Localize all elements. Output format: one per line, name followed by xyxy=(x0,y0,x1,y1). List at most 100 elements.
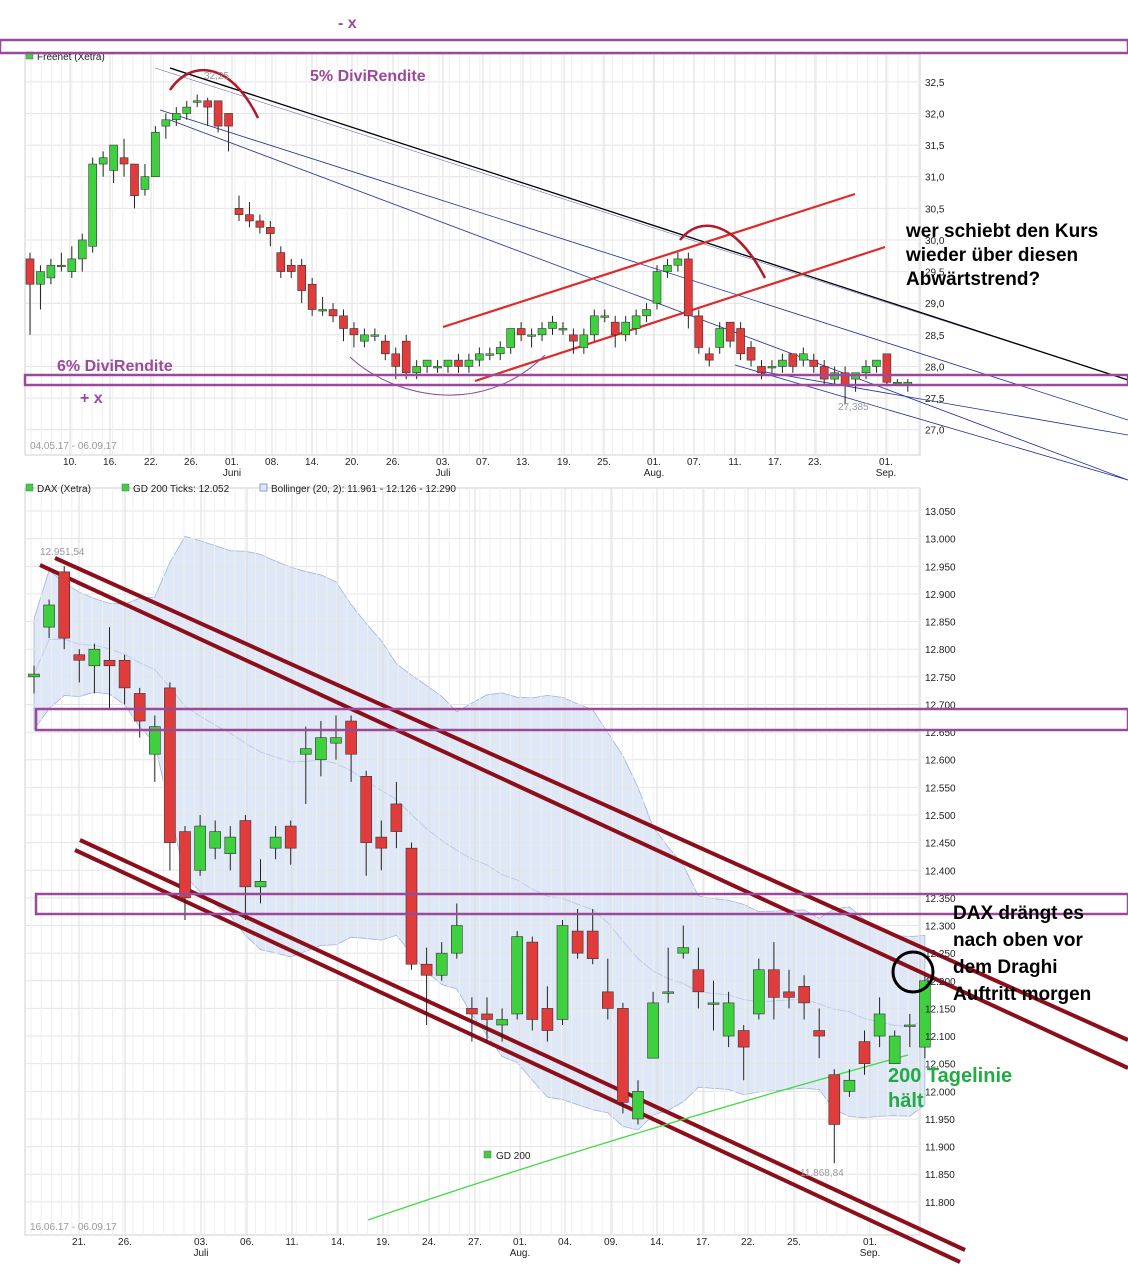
freenet-candle-body xyxy=(276,252,286,272)
freenet-candle-body xyxy=(119,157,129,165)
dax-channel-line xyxy=(79,838,966,1252)
freenet-candle-body xyxy=(684,258,693,317)
dax-candle-body xyxy=(768,969,780,998)
div5-label: 5% DiviRendite xyxy=(310,68,426,85)
dax-candle-body xyxy=(571,930,584,954)
freenet-candle-body xyxy=(286,264,296,272)
freenet-candle-body xyxy=(798,353,808,361)
dax-candle-body xyxy=(677,947,690,954)
dax-candle-body xyxy=(315,737,327,761)
dax-candle-body xyxy=(133,693,146,722)
freenet-xtick-label: 11. xyxy=(728,457,741,468)
plus-x-label: + x xyxy=(80,390,103,407)
dax-xtick-label: 03. xyxy=(194,1237,208,1248)
freenet-ytick-label: 32,0 xyxy=(925,109,945,120)
freenet-ytick-label: 30,0 xyxy=(925,236,945,247)
freenet-candle-body xyxy=(725,321,735,342)
freenet-candle-body xyxy=(893,381,902,385)
freenet-ytick-label: 27,0 xyxy=(925,426,945,437)
dax-candle-body xyxy=(466,1008,478,1015)
dax-candle-body xyxy=(903,1024,916,1027)
dax-candle-body xyxy=(919,980,931,1048)
freenet-xtick-label: 13. xyxy=(516,457,530,468)
freenet-candle-body xyxy=(569,334,578,342)
freenet-xtick-label: 10. xyxy=(63,457,77,468)
freenet-grid xyxy=(24,53,921,456)
dax-candle-body xyxy=(209,831,221,849)
dax-candle-body xyxy=(58,571,71,639)
gd200-inline-swatch xyxy=(483,1150,492,1159)
dax-trendlines xyxy=(39,556,1128,1264)
freenet-candle-body xyxy=(161,119,171,127)
dax-legend-label: DAX (Xetra) xyxy=(37,484,91,495)
freenet-ytick-label: 28,0 xyxy=(925,362,945,373)
freenet-candle-body xyxy=(213,100,223,127)
freenet-candle-body xyxy=(485,353,495,356)
freenet-candle-body xyxy=(245,214,254,222)
freenet-month-label: Juni xyxy=(223,468,241,479)
freenet-legend-label: Freenet (Xetra) xyxy=(37,52,105,63)
question-line-3: Abwärtstrend? xyxy=(906,269,1040,290)
dax-note-line-3: dem Draghi xyxy=(953,957,1058,978)
dax-ytick-label: 12.450 xyxy=(925,839,956,850)
dax-ytick-label: 13.000 xyxy=(925,535,956,546)
freenet-candle-body xyxy=(88,163,97,247)
dax-candle-body xyxy=(647,1002,659,1059)
dax-candle-body xyxy=(496,1019,508,1026)
dax-ytick-label: 11.900 xyxy=(925,1143,955,1154)
freenet-candle-body xyxy=(872,359,881,367)
dax-xtick-label: 11. xyxy=(285,1237,298,1248)
dax-month-label: Juli xyxy=(193,1248,208,1259)
ma-note-line-2: hält xyxy=(888,1090,924,1112)
freenet-xtick-label: 26. xyxy=(386,457,400,468)
freenet-low-label: 27,385 xyxy=(838,402,869,413)
freenet-xtick-label: 22. xyxy=(144,457,158,468)
dax-candle-body xyxy=(73,654,86,661)
dax-candle-body xyxy=(556,925,569,1020)
freenet-ytick-label: 31,0 xyxy=(925,173,945,184)
dax-candle-body xyxy=(28,673,40,678)
dax-ytick-label: 12.600 xyxy=(925,756,956,767)
question-line-2: wieder über diesen xyxy=(905,245,1078,266)
freenet-xtick-label: 23. xyxy=(808,457,822,468)
dax-ytick-label: 12.300 xyxy=(925,922,956,933)
freenet-xtick-label: 01. xyxy=(647,457,661,468)
freenet-candle-body xyxy=(109,144,118,171)
dax-xtick-label: 14. xyxy=(331,1237,345,1248)
dax-channel-line xyxy=(54,556,1128,1042)
dax-ytick-label: 12.650 xyxy=(925,728,956,739)
dax-xtick-label: 24. xyxy=(422,1237,436,1248)
dax-candle-body xyxy=(269,836,282,849)
freenet-candle-body xyxy=(579,334,589,348)
freenet-ytick-label: 31,5 xyxy=(925,141,945,152)
dax-ytick-label: 12.850 xyxy=(925,618,956,629)
freenet-candle-body xyxy=(819,366,829,380)
dax-ytick-label: 12.350 xyxy=(925,894,956,905)
dax-ytick-label: 12.950 xyxy=(925,562,956,573)
freenet-candle-body xyxy=(454,359,463,367)
freenet-candle-body xyxy=(297,264,307,291)
dax-candle-body xyxy=(149,726,161,755)
freenet-ticks: 32,5 32,0 31,5 31,0 30,5 30,0 29,5 29,0 28,5 28,0… xyxy=(63,78,945,479)
freenet-candle-body xyxy=(673,258,683,266)
dax-candle-body xyxy=(284,825,297,849)
ma-legend-swatch xyxy=(121,483,130,492)
freenet-candle-body xyxy=(203,100,212,108)
freenet-xtick-label: 01. xyxy=(879,457,893,468)
freenet-candle-body xyxy=(757,366,766,374)
annotations-layer: - x 5% DiviRendite 6% DiviRendite + x we… xyxy=(0,15,1128,1112)
dax-ytick-label: 12.100 xyxy=(925,1032,956,1043)
dax-xtick-label: 26. xyxy=(118,1237,132,1248)
dax-candle-body xyxy=(617,1008,629,1103)
freenet-candle-body xyxy=(861,366,871,374)
freenet-xtick-label: 16. xyxy=(103,457,117,468)
freenet-candle-body xyxy=(506,328,516,348)
freenet-top-arc xyxy=(168,68,260,119)
dax-candle-body xyxy=(828,1074,841,1125)
dax-xtick-label: 21. xyxy=(72,1237,86,1248)
freenet-xtick-label: 08. xyxy=(265,457,279,468)
dax-candle-body xyxy=(813,1030,826,1037)
freenet-month-label: Juli xyxy=(435,468,450,479)
dax-xtick-label: 06. xyxy=(240,1237,254,1248)
breakout-circle xyxy=(891,950,935,994)
